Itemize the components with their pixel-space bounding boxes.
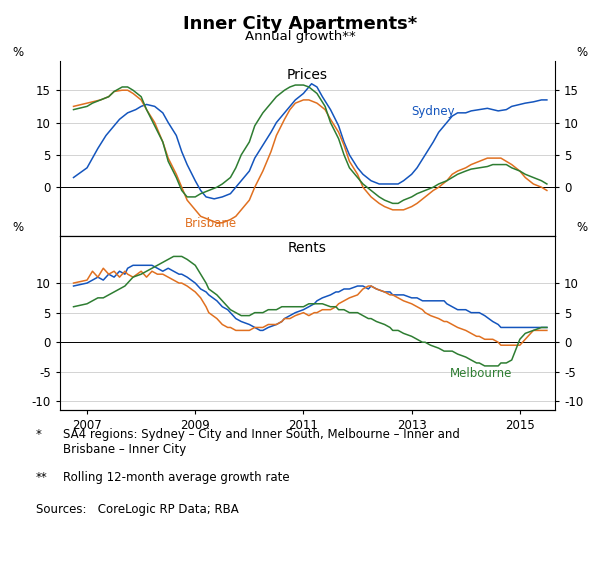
Text: Annual growth**: Annual growth** [245,30,355,43]
Text: *: * [36,428,42,441]
Text: %: % [13,221,23,234]
Text: %: % [13,47,23,59]
Text: Rents: Rents [288,241,327,255]
Text: %: % [577,47,588,59]
Text: %: % [577,221,588,234]
Text: Rolling 12-month average growth rate: Rolling 12-month average growth rate [63,471,290,484]
Text: Prices: Prices [287,68,328,82]
Text: **: ** [36,471,48,484]
Text: Brisbane: Brisbane [184,217,236,230]
Text: Inner City Apartments*: Inner City Apartments* [183,15,417,33]
Text: Melbourne: Melbourne [449,367,512,379]
Text: Sydney: Sydney [412,105,455,118]
Text: SA4 regions: Sydney – City and Inner South, Melbourne – Inner and
Brisbane – Inn: SA4 regions: Sydney – City and Inner Sou… [63,428,460,456]
Text: Sources:   CoreLogic RP Data; RBA: Sources: CoreLogic RP Data; RBA [36,503,239,516]
